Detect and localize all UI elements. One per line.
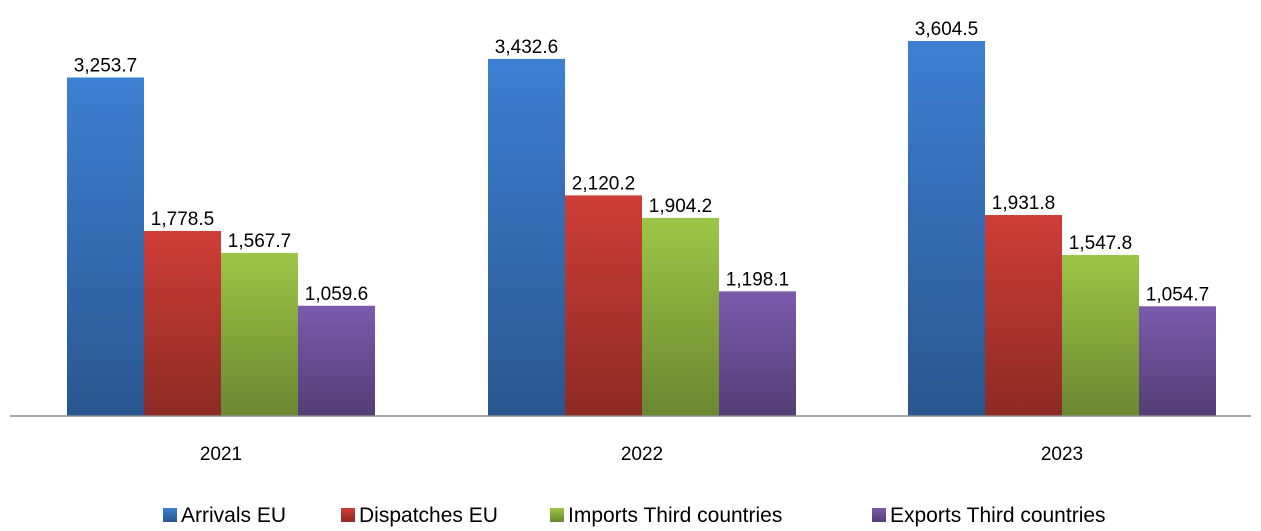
data-label-dispatches-eu-2022: 2,120.2 bbox=[572, 173, 635, 194]
bar-dispatches-eu-2023 bbox=[985, 215, 1062, 416]
legend: Arrivals EU Dispatches EU Imports Third co… bbox=[163, 504, 1106, 527]
bar-dispatches-eu-2021 bbox=[144, 230, 221, 416]
data-label-exports-third-countries-2023: 1,054.7 bbox=[1146, 284, 1209, 305]
x-tick-label-2023: 2023 bbox=[1041, 444, 1083, 465]
legend-item-exports-third-countries: Exports Third countries bbox=[872, 504, 1106, 527]
data-label-arrivals-eu-2021: 3,253.7 bbox=[74, 55, 137, 76]
legend-item-arrivals-eu: Arrivals EU bbox=[163, 504, 286, 527]
bar-arrivals-eu-2023 bbox=[908, 41, 985, 416]
legend-swatch-exports-third-countries bbox=[872, 508, 886, 522]
bar-exports-third-countries-2023 bbox=[1139, 306, 1216, 416]
legend-label-imports-third-countries: Imports Third countries bbox=[568, 504, 782, 527]
data-label-arrivals-eu-2022: 3,432.6 bbox=[495, 37, 558, 58]
x-tick-labels-layer: 2021 2022 2023 bbox=[200, 444, 1083, 465]
data-label-imports-third-countries-2022: 1,904.2 bbox=[649, 196, 712, 217]
bar-imports-third-countries-2023 bbox=[1062, 254, 1139, 416]
bar-arrivals-eu-2022 bbox=[488, 58, 565, 416]
bars-layer bbox=[67, 41, 1216, 417]
data-label-imports-third-countries-2021: 1,567.7 bbox=[228, 231, 291, 252]
legend-swatch-arrivals-eu bbox=[163, 508, 177, 522]
x-tick-label-2021: 2021 bbox=[200, 444, 242, 465]
bar-dispatches-eu-2022 bbox=[565, 195, 642, 416]
data-labels-layer: 3,253.7 1,778.5 1,567.7 1,059.6 3,432.6 2,120… bbox=[74, 19, 1209, 305]
data-label-exports-third-countries-2021: 1,059.6 bbox=[305, 284, 368, 305]
legend-swatch-dispatches-eu bbox=[341, 508, 355, 522]
legend-item-dispatches-eu: Dispatches EU bbox=[341, 504, 498, 527]
data-label-imports-third-countries-2023: 1,547.8 bbox=[1069, 233, 1132, 254]
bar-exports-third-countries-2022 bbox=[719, 291, 796, 416]
bar-imports-third-countries-2022 bbox=[642, 217, 719, 416]
bar-imports-third-countries-2021 bbox=[221, 252, 298, 416]
x-tick-label-2022: 2022 bbox=[621, 444, 663, 465]
legend-label-exports-third-countries: Exports Third countries bbox=[890, 504, 1106, 527]
data-label-dispatches-eu-2023: 1,931.8 bbox=[992, 193, 1055, 214]
legend-label-arrivals-eu: Arrivals EU bbox=[181, 504, 286, 527]
data-label-exports-third-countries-2022: 1,198.1 bbox=[726, 269, 789, 290]
legend-swatch-imports-third-countries bbox=[550, 508, 564, 522]
bar-exports-third-countries-2021 bbox=[298, 305, 375, 416]
legend-label-dispatches-eu: Dispatches EU bbox=[359, 504, 498, 527]
data-label-arrivals-eu-2023: 3,604.5 bbox=[915, 19, 978, 40]
bar-arrivals-eu-2021 bbox=[67, 77, 144, 417]
data-label-dispatches-eu-2021: 1,778.5 bbox=[151, 209, 214, 230]
legend-item-imports-third-countries: Imports Third countries bbox=[550, 504, 782, 527]
